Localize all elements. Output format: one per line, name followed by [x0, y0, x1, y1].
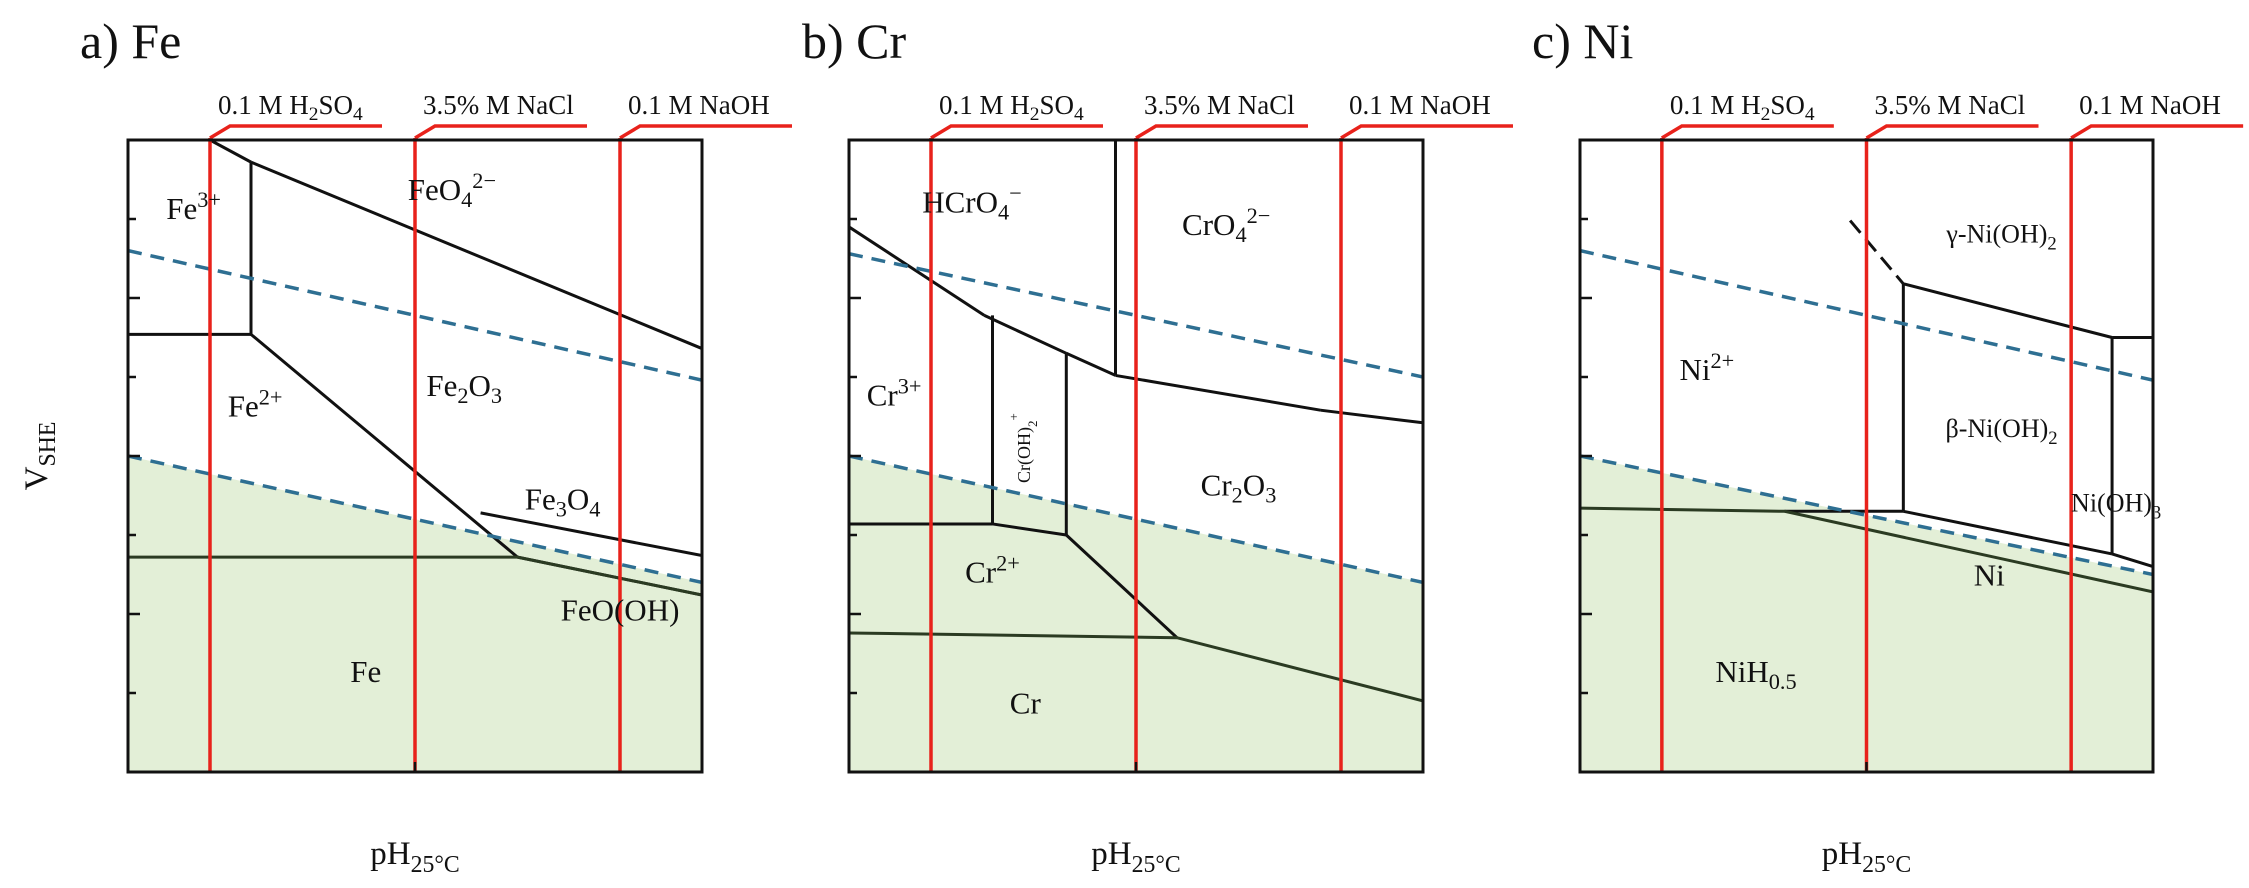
her-line — [128, 454, 702, 585]
her-line — [1580, 454, 2153, 577]
phase-boundary — [209, 140, 252, 164]
phase-boundary — [983, 314, 1067, 355]
phase-boundary — [1115, 373, 1321, 412]
region-label: β-Ni(OH)2 — [1946, 414, 2058, 449]
her-line — [849, 454, 1423, 585]
solution-label: 0.1 M H2SO4 — [939, 90, 1084, 125]
region-label: Cr3+ — [867, 373, 922, 412]
phase-boundary — [992, 522, 1067, 537]
phase-boundary — [1902, 282, 2113, 339]
solution-flag — [1865, 124, 2039, 140]
y-axis-label: VSHE — [19, 422, 61, 491]
immunity-boundary — [128, 555, 702, 597]
solution-label: 0.1 M NaOH — [2079, 90, 2221, 120]
region-label: Cr2+ — [965, 550, 1020, 589]
phase-boundary — [1903, 509, 2113, 556]
phase-boundary — [250, 160, 702, 350]
oer-line — [1580, 248, 2153, 382]
panel-title: b) Cr — [802, 13, 907, 69]
x-axis-label: pH25°C — [1091, 836, 1180, 878]
solution-label: 0.1 M H2SO4 — [1670, 90, 1815, 125]
region-label: Ni — [1974, 558, 2005, 593]
phase-boundary — [849, 225, 986, 317]
phase-boundary — [1065, 351, 1117, 377]
region-label: Cr — [1010, 686, 1042, 721]
immunity-boundary — [1580, 506, 2153, 594]
solution-flag — [1340, 124, 1513, 140]
phase-boundary — [1320, 408, 1423, 425]
x-axis-label: pH25°C — [1822, 836, 1911, 878]
solution-flag — [1135, 124, 1308, 140]
phase-boundary — [1065, 533, 1179, 639]
solution-label: 0.1 M NaOH — [1349, 90, 1491, 120]
region-label: FeO(OH) — [561, 592, 680, 627]
panel-ni: 0.1 M H2SO4 3.5% M NaCl 0.1 M NaOH pH25°C c)… — [1532, 13, 2244, 878]
phase-boundary — [480, 511, 702, 558]
solution-label: 3.5% M NaCl — [1144, 90, 1295, 120]
region-label: Fe2+ — [228, 385, 283, 424]
panel-cr: 0.1 M H2SO4 3.5% M NaCl 0.1 M NaOH pH25°C b)… — [802, 13, 1513, 878]
phase-boundary-dashed — [1848, 219, 1905, 285]
solution-flag — [619, 124, 792, 140]
solution-flag — [930, 124, 1103, 140]
panel-fe: 0.1 M H2SO4 3.5% M NaCl 0.1 M NaOH pH25°C VS… — [19, 13, 792, 878]
oer-line — [849, 252, 1423, 379]
solution-flag — [414, 124, 587, 140]
region-label: Ni2+ — [1680, 348, 1735, 387]
x-axis-label: pH25°C — [370, 836, 459, 878]
solution-flag — [1660, 124, 1834, 140]
panel-title: c) Ni — [1532, 13, 1633, 69]
solution-label: 0.1 M NaOH — [628, 90, 770, 120]
solution-label: 0.1 M H2SO4 — [218, 90, 363, 125]
region-label: FeO42− — [408, 168, 496, 212]
region-label: Fe — [350, 654, 381, 689]
solution-label: 3.5% M NaCl — [423, 90, 574, 120]
region-label: NiH0.5 — [1715, 654, 1796, 694]
region-label: HCrO4− — [922, 181, 1022, 225]
region-label: Ni(OH)3 — [2071, 488, 2161, 523]
region-label: Cr(OH)2+ — [1006, 413, 1040, 483]
panel-title: a) Fe — [80, 13, 181, 69]
region-label: Fe3O4 — [525, 482, 601, 522]
phase-boundary — [2111, 552, 2153, 569]
oer-line — [128, 248, 702, 382]
region-label: γ-Ni(OH)2 — [1945, 220, 2056, 255]
solution-flag — [2070, 124, 2244, 140]
phase-boundary — [250, 333, 519, 559]
solution-label: 3.5% M NaCl — [1875, 90, 2026, 120]
region-label: Fe3+ — [166, 187, 221, 226]
region-label: Cr2O3 — [1201, 468, 1277, 508]
solution-flag — [209, 124, 382, 140]
region-label: CrO42− — [1182, 203, 1270, 247]
region-label: Fe2O3 — [426, 368, 502, 408]
